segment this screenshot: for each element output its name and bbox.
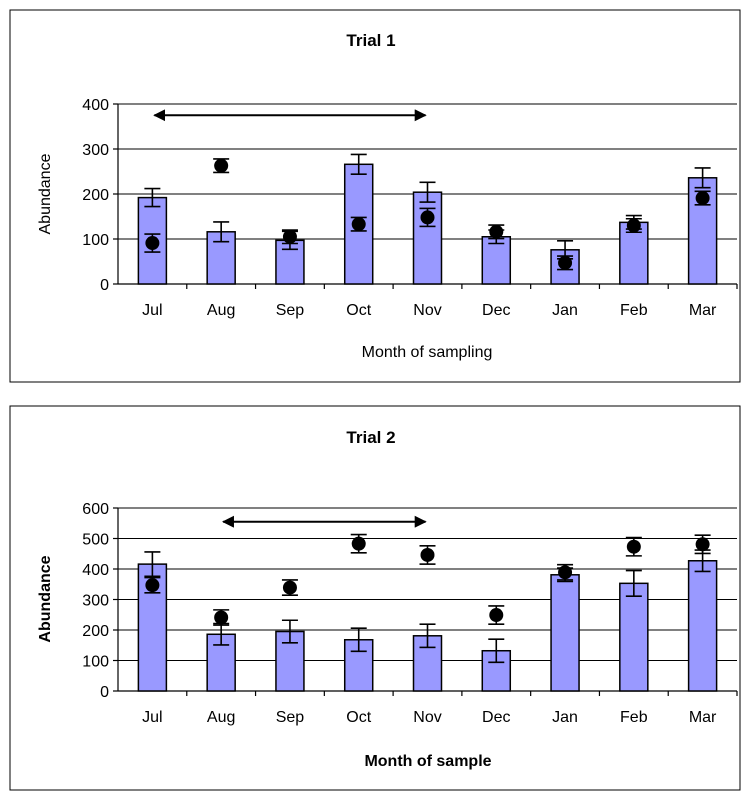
y-tick-label: 300 xyxy=(82,593,109,610)
x-tick-label: Nov xyxy=(413,302,441,319)
y-tick-label: 400 xyxy=(82,562,109,579)
data-point xyxy=(695,191,710,206)
x-tick-label: Jan xyxy=(552,709,578,726)
chart-panel-trial-2: Trial 2 Abundance Month of sample 0 100 20… xyxy=(9,405,741,791)
bar xyxy=(481,236,512,285)
data-point xyxy=(351,536,366,551)
y-tick-label: 500 xyxy=(82,532,109,549)
data-point xyxy=(489,608,504,623)
bar xyxy=(687,560,718,692)
x-tick-label: Feb xyxy=(620,709,648,726)
plot-area: 0 100 200 300 400 Jul Aug Sep Oct Nov Dec Jan Feb Mar xyxy=(82,97,738,319)
chart-panel-trial-1: Trial 1 Abundance Month of sampling 0 100… xyxy=(9,9,741,383)
x-axis-label: Month of sampling xyxy=(362,344,493,361)
x-tick-label: Oct xyxy=(346,302,371,319)
x-tick-label: Jan xyxy=(552,302,578,319)
bar xyxy=(275,239,305,285)
y-axis-label: Abundance xyxy=(37,555,54,642)
bar xyxy=(412,191,443,285)
y-tick-label: 400 xyxy=(82,97,109,114)
x-tick-label: Oct xyxy=(346,709,371,726)
x-tick-label: Nov xyxy=(413,709,441,726)
data-point xyxy=(558,255,573,270)
data-point xyxy=(145,236,160,251)
x-tick-label: Feb xyxy=(620,302,648,319)
data-point xyxy=(214,158,229,173)
chart-title: Trial 2 xyxy=(346,428,395,447)
y-tick-label: 0 xyxy=(100,684,109,701)
data-point xyxy=(489,224,504,239)
y-axis-label: Abundance xyxy=(37,153,54,234)
y-tick-label: 200 xyxy=(82,623,109,640)
x-tick-label: Mar xyxy=(689,709,717,726)
x-tick-label: Aug xyxy=(207,302,235,319)
x-tick-label: Jul xyxy=(142,302,162,319)
data-point xyxy=(351,217,366,232)
plot-area: 0 100 200 300 400 500 600 Jul Aug Sep Oct Nov Dec Jan… xyxy=(82,501,738,726)
y-tick-label: 100 xyxy=(82,232,109,249)
chart-frame xyxy=(9,9,741,383)
data-point xyxy=(420,210,435,225)
data-point xyxy=(420,547,435,562)
x-tick-label: Mar xyxy=(689,302,717,319)
bar xyxy=(619,582,649,692)
x-tick-label: Sep xyxy=(276,302,305,319)
data-point xyxy=(626,218,641,233)
y-tick-label: 0 xyxy=(100,277,109,294)
y-tick-label: 600 xyxy=(82,501,109,518)
chart-title: Trial 1 xyxy=(346,31,395,50)
y-tick-label: 300 xyxy=(82,142,109,159)
data-point xyxy=(214,610,229,625)
data-point xyxy=(282,580,297,595)
x-tick-label: Dec xyxy=(482,709,510,726)
chart-frame xyxy=(9,405,741,791)
x-tick-label: Sep xyxy=(276,709,305,726)
x-tick-label: Dec xyxy=(482,302,510,319)
data-point xyxy=(558,565,573,580)
y-tick-label: 100 xyxy=(82,654,109,671)
data-point xyxy=(282,229,297,244)
y-tick-label: 200 xyxy=(82,187,109,204)
data-point xyxy=(695,537,710,552)
x-tick-label: Jul xyxy=(142,709,162,726)
x-tick-label: Aug xyxy=(207,709,235,726)
x-axis-label: Month of sample xyxy=(364,753,491,770)
data-point xyxy=(145,578,160,593)
data-point xyxy=(626,539,641,554)
bar xyxy=(550,574,580,692)
